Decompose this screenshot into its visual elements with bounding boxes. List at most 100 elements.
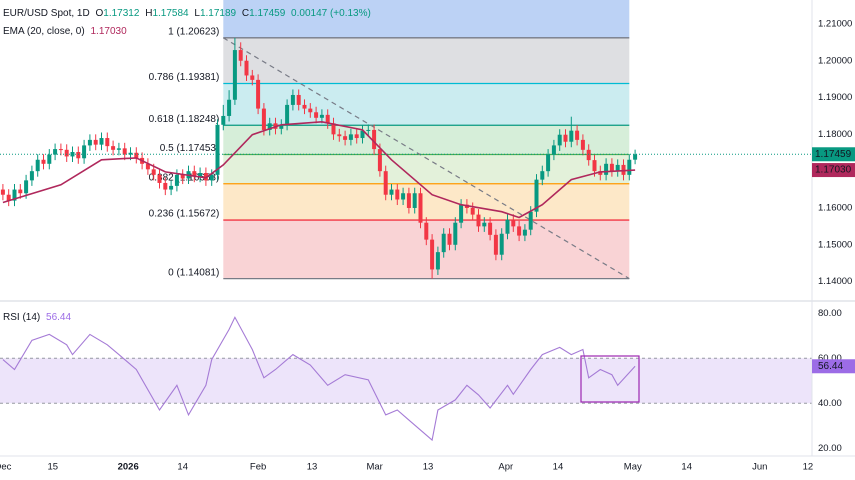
ohlc-prefix: H	[145, 8, 152, 19]
candle-body	[575, 130, 580, 140]
y-tick-label: 1.16000	[818, 202, 852, 213]
candle-body	[134, 152, 139, 158]
fib-level-label: 0.786 (1.19381)	[149, 72, 220, 83]
candle-body	[290, 94, 295, 105]
candle-body	[0, 189, 5, 195]
ohlc-value: 1.17189	[200, 8, 237, 19]
candle-body	[493, 234, 498, 255]
ema-value: 1.17030	[90, 26, 127, 37]
candle-body	[29, 171, 34, 181]
candle-body	[540, 171, 545, 180]
candle-body	[499, 233, 504, 255]
candle-body	[174, 174, 179, 186]
fib-level-label: 1 (1.20623)	[168, 26, 219, 37]
candle-body	[279, 124, 284, 129]
ema-name: EMA (20, close, 0)	[3, 26, 85, 37]
candle-body	[325, 114, 330, 124]
candle-body	[198, 173, 203, 177]
ohlc-prefix: C	[242, 8, 249, 19]
candle-body	[105, 138, 110, 147]
candle-body	[627, 159, 632, 175]
candle-body	[6, 194, 11, 201]
rsi-tag-label: 56.44	[818, 361, 843, 372]
candle-body	[41, 159, 46, 164]
candle-body	[244, 60, 249, 76]
candle-body	[169, 185, 174, 190]
candle-body	[569, 130, 574, 142]
rsi-background	[0, 357, 812, 404]
candle-body	[151, 169, 156, 175]
candle-body	[87, 139, 92, 146]
ohlc-prefix: L	[194, 8, 200, 19]
candle-body	[122, 148, 127, 155]
candle-body	[343, 136, 348, 140]
ohlc-value: 1.17584	[152, 8, 189, 19]
x-tick-label: 13	[423, 462, 434, 473]
candle-body	[609, 163, 614, 172]
candle-body	[557, 134, 562, 146]
candle-body	[261, 108, 266, 130]
fib-layer: 1 (1.20623) 0.786 (1.19381) 0.618 (1.18248…	[149, 0, 630, 280]
candle-body	[192, 171, 197, 177]
candle-body	[633, 154, 638, 160]
candle-body	[58, 149, 63, 151]
candle-body	[476, 214, 481, 227]
fib-band	[223, 37, 630, 84]
fib-level-label: 0.5 (1.17453)	[160, 143, 220, 154]
candle-body	[546, 154, 551, 172]
axes: 1.140001.150001.160001.170001.180001.190…	[0, 18, 855, 473]
rsi-line	[2, 316, 636, 442]
candle-body	[111, 146, 116, 150]
candle-body	[221, 115, 226, 125]
symbol: EUR/USD Spot, 1D	[3, 8, 90, 19]
candle-body	[354, 134, 359, 139]
fib-band	[223, 154, 630, 184]
annotation-box	[580, 355, 640, 403]
candle-body	[551, 145, 556, 155]
y-tick-label: 1.15000	[818, 239, 852, 250]
candle-body	[331, 123, 336, 135]
candle-body	[348, 134, 353, 140]
candle-body	[308, 108, 313, 113]
candle-body	[35, 159, 40, 172]
candle-body	[76, 152, 81, 159]
fib-level-label: 0.236 (1.15672)	[149, 209, 220, 220]
rsi-tick-label: 40.00	[818, 398, 842, 409]
candle-body	[470, 207, 475, 215]
candle-body	[406, 193, 411, 208]
candle-body	[604, 163, 609, 175]
change: 0.00147 (+0.13%)	[291, 8, 371, 19]
ohlc-value: 1.17459	[249, 8, 286, 19]
price-tag	[812, 147, 855, 162]
price-tag-label: 1.17459	[815, 149, 852, 160]
candle-body	[482, 222, 487, 227]
candle-body	[395, 189, 400, 200]
candle-body	[64, 149, 69, 157]
candle-body	[528, 211, 533, 230]
rsi-tick-label: 60.00	[818, 353, 842, 364]
marks	[0, 37, 812, 442]
ema-header: EMA (20, close, 0) 1.17030	[3, 26, 127, 37]
rsi-name: RSI (14)	[3, 312, 40, 323]
candle-body	[227, 99, 232, 116]
candle-body	[128, 152, 133, 155]
ohlc-value: 1.17312	[103, 8, 140, 19]
candle-body	[418, 193, 423, 223]
candle-body	[511, 219, 516, 227]
x-tick-label: May	[624, 462, 642, 473]
candle-body	[296, 94, 301, 105]
candle-body	[563, 134, 568, 142]
x-tick-label: Mar	[366, 462, 382, 473]
candle-body	[389, 189, 394, 195]
candle-body	[441, 233, 446, 253]
candle-body	[401, 193, 406, 200]
candle-body	[522, 229, 527, 236]
x-tick-label: Apr	[498, 462, 513, 473]
candle-body	[203, 173, 208, 181]
rsi-tick-label: 80.00	[818, 308, 842, 319]
candle-body	[238, 50, 243, 61]
y-tick-label: 1.18000	[818, 129, 852, 140]
candle-body	[256, 79, 261, 109]
candle-body	[145, 163, 150, 170]
